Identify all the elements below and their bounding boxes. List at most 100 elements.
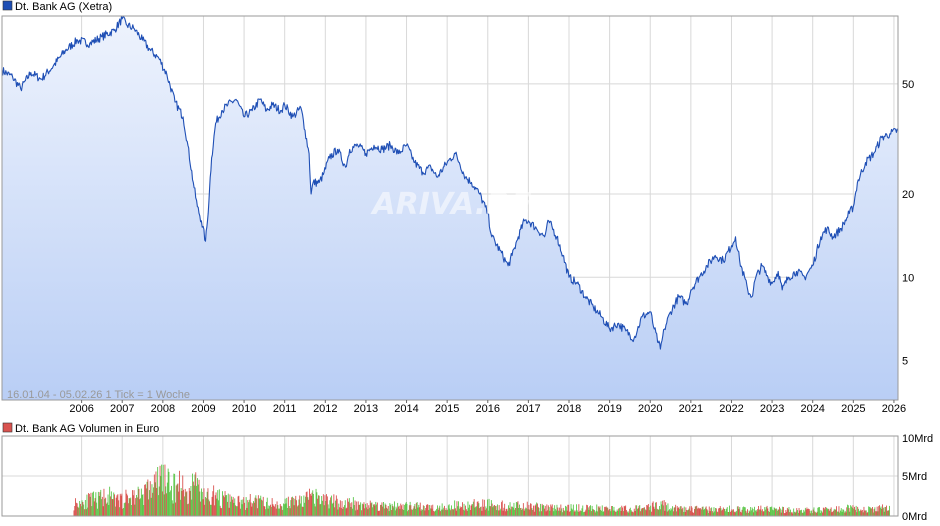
volume-bar — [218, 500, 219, 516]
volume-bar — [826, 508, 828, 516]
volume-bar — [643, 507, 645, 516]
volume-bar — [599, 506, 601, 516]
volume-bar — [223, 497, 225, 516]
volume-bar — [852, 505, 854, 516]
volume-bar — [441, 503, 443, 516]
volume-bar — [519, 508, 521, 516]
volume-bar — [450, 510, 452, 516]
volume-bar — [800, 510, 802, 516]
volume-bar — [704, 507, 706, 516]
volume-bar — [761, 509, 763, 516]
volume-bar — [815, 512, 816, 516]
volume-bar — [661, 504, 663, 516]
volume-bar — [586, 504, 588, 516]
volume-bar — [270, 504, 271, 516]
volume-bar — [733, 509, 734, 516]
volume-bar — [161, 464, 163, 516]
volume-y-tick-label: 0Mrd — [902, 511, 927, 523]
volume-bar — [668, 510, 670, 516]
volume-bar — [181, 491, 183, 516]
volume-bar — [625, 505, 627, 516]
volume-bar — [841, 511, 843, 516]
volume-bar — [244, 502, 245, 516]
volume-bar — [401, 505, 402, 516]
volume-bar — [428, 510, 430, 516]
volume-bar — [313, 503, 315, 516]
volume-bar — [203, 488, 205, 516]
volume-bar — [733, 512, 735, 516]
volume-bar — [395, 506, 397, 516]
volume-bar — [90, 492, 92, 516]
volume-bar — [174, 473, 176, 516]
volume-bar — [515, 502, 517, 516]
volume-bar — [210, 504, 211, 516]
volume-bar — [465, 505, 466, 516]
volume-bar — [389, 503, 391, 516]
volume-bar — [737, 506, 739, 516]
volume-bar — [250, 502, 252, 516]
volume-bar — [693, 512, 695, 516]
volume-bar — [797, 512, 799, 516]
volume-bar — [427, 504, 429, 516]
volume-bar — [719, 508, 720, 516]
volume-bar — [248, 499, 250, 516]
volume-bar — [134, 504, 136, 516]
volume-bar — [794, 511, 795, 516]
volume-bar — [222, 491, 223, 516]
volume-bar — [352, 508, 353, 516]
volume-bar — [817, 507, 819, 516]
volume-bar — [101, 499, 102, 516]
volume-bar — [413, 506, 415, 516]
volume-bar — [408, 509, 409, 516]
volume-bar — [423, 506, 425, 516]
volume-bar — [576, 504, 577, 516]
volume-bar — [195, 472, 197, 516]
volume-bars — [73, 464, 890, 516]
volume-bar — [616, 509, 618, 516]
volume-bar — [254, 497, 256, 516]
volume-bar — [509, 502, 511, 516]
volume-bar — [144, 484, 146, 516]
volume-bar — [363, 502, 365, 516]
volume-bar — [562, 512, 563, 516]
y-tick-label: 20 — [902, 189, 914, 201]
volume-bar — [467, 501, 469, 516]
volume-bar — [240, 499, 242, 516]
volume-bar — [457, 506, 459, 516]
volume-bar — [662, 500, 664, 516]
volume-bar — [224, 491, 226, 516]
volume-bar — [412, 508, 414, 516]
volume-bar — [872, 512, 874, 516]
volume-bar — [512, 506, 513, 516]
volume-bar — [361, 510, 362, 516]
volume-bar — [177, 483, 179, 516]
volume-bar — [753, 512, 755, 516]
volume-bar — [692, 512, 694, 516]
volume-bar — [387, 508, 388, 516]
volume-bar — [652, 501, 654, 516]
volume-bar — [153, 474, 155, 516]
volume-bar — [711, 507, 713, 516]
volume-bar — [376, 504, 377, 516]
volume-bar — [153, 487, 154, 516]
volume-bar — [80, 506, 82, 516]
volume-bar — [613, 506, 615, 516]
volume-bar — [775, 508, 777, 516]
volume-bar — [833, 510, 834, 516]
volume-bar — [704, 509, 705, 516]
volume-bar — [776, 510, 778, 516]
volume-bar — [295, 495, 297, 516]
volume-bar — [672, 506, 673, 516]
volume-bar — [316, 492, 318, 516]
volume-bar — [597, 511, 598, 516]
volume-bar — [86, 494, 88, 516]
volume-bar — [292, 497, 294, 516]
volume-bar — [310, 495, 312, 516]
volume-bar — [256, 498, 258, 516]
volume-bar — [142, 494, 144, 516]
volume-bar — [827, 509, 829, 516]
volume-bar — [556, 504, 558, 516]
volume-bar — [367, 509, 369, 516]
volume-bar — [253, 502, 255, 516]
volume-bar — [216, 498, 218, 516]
